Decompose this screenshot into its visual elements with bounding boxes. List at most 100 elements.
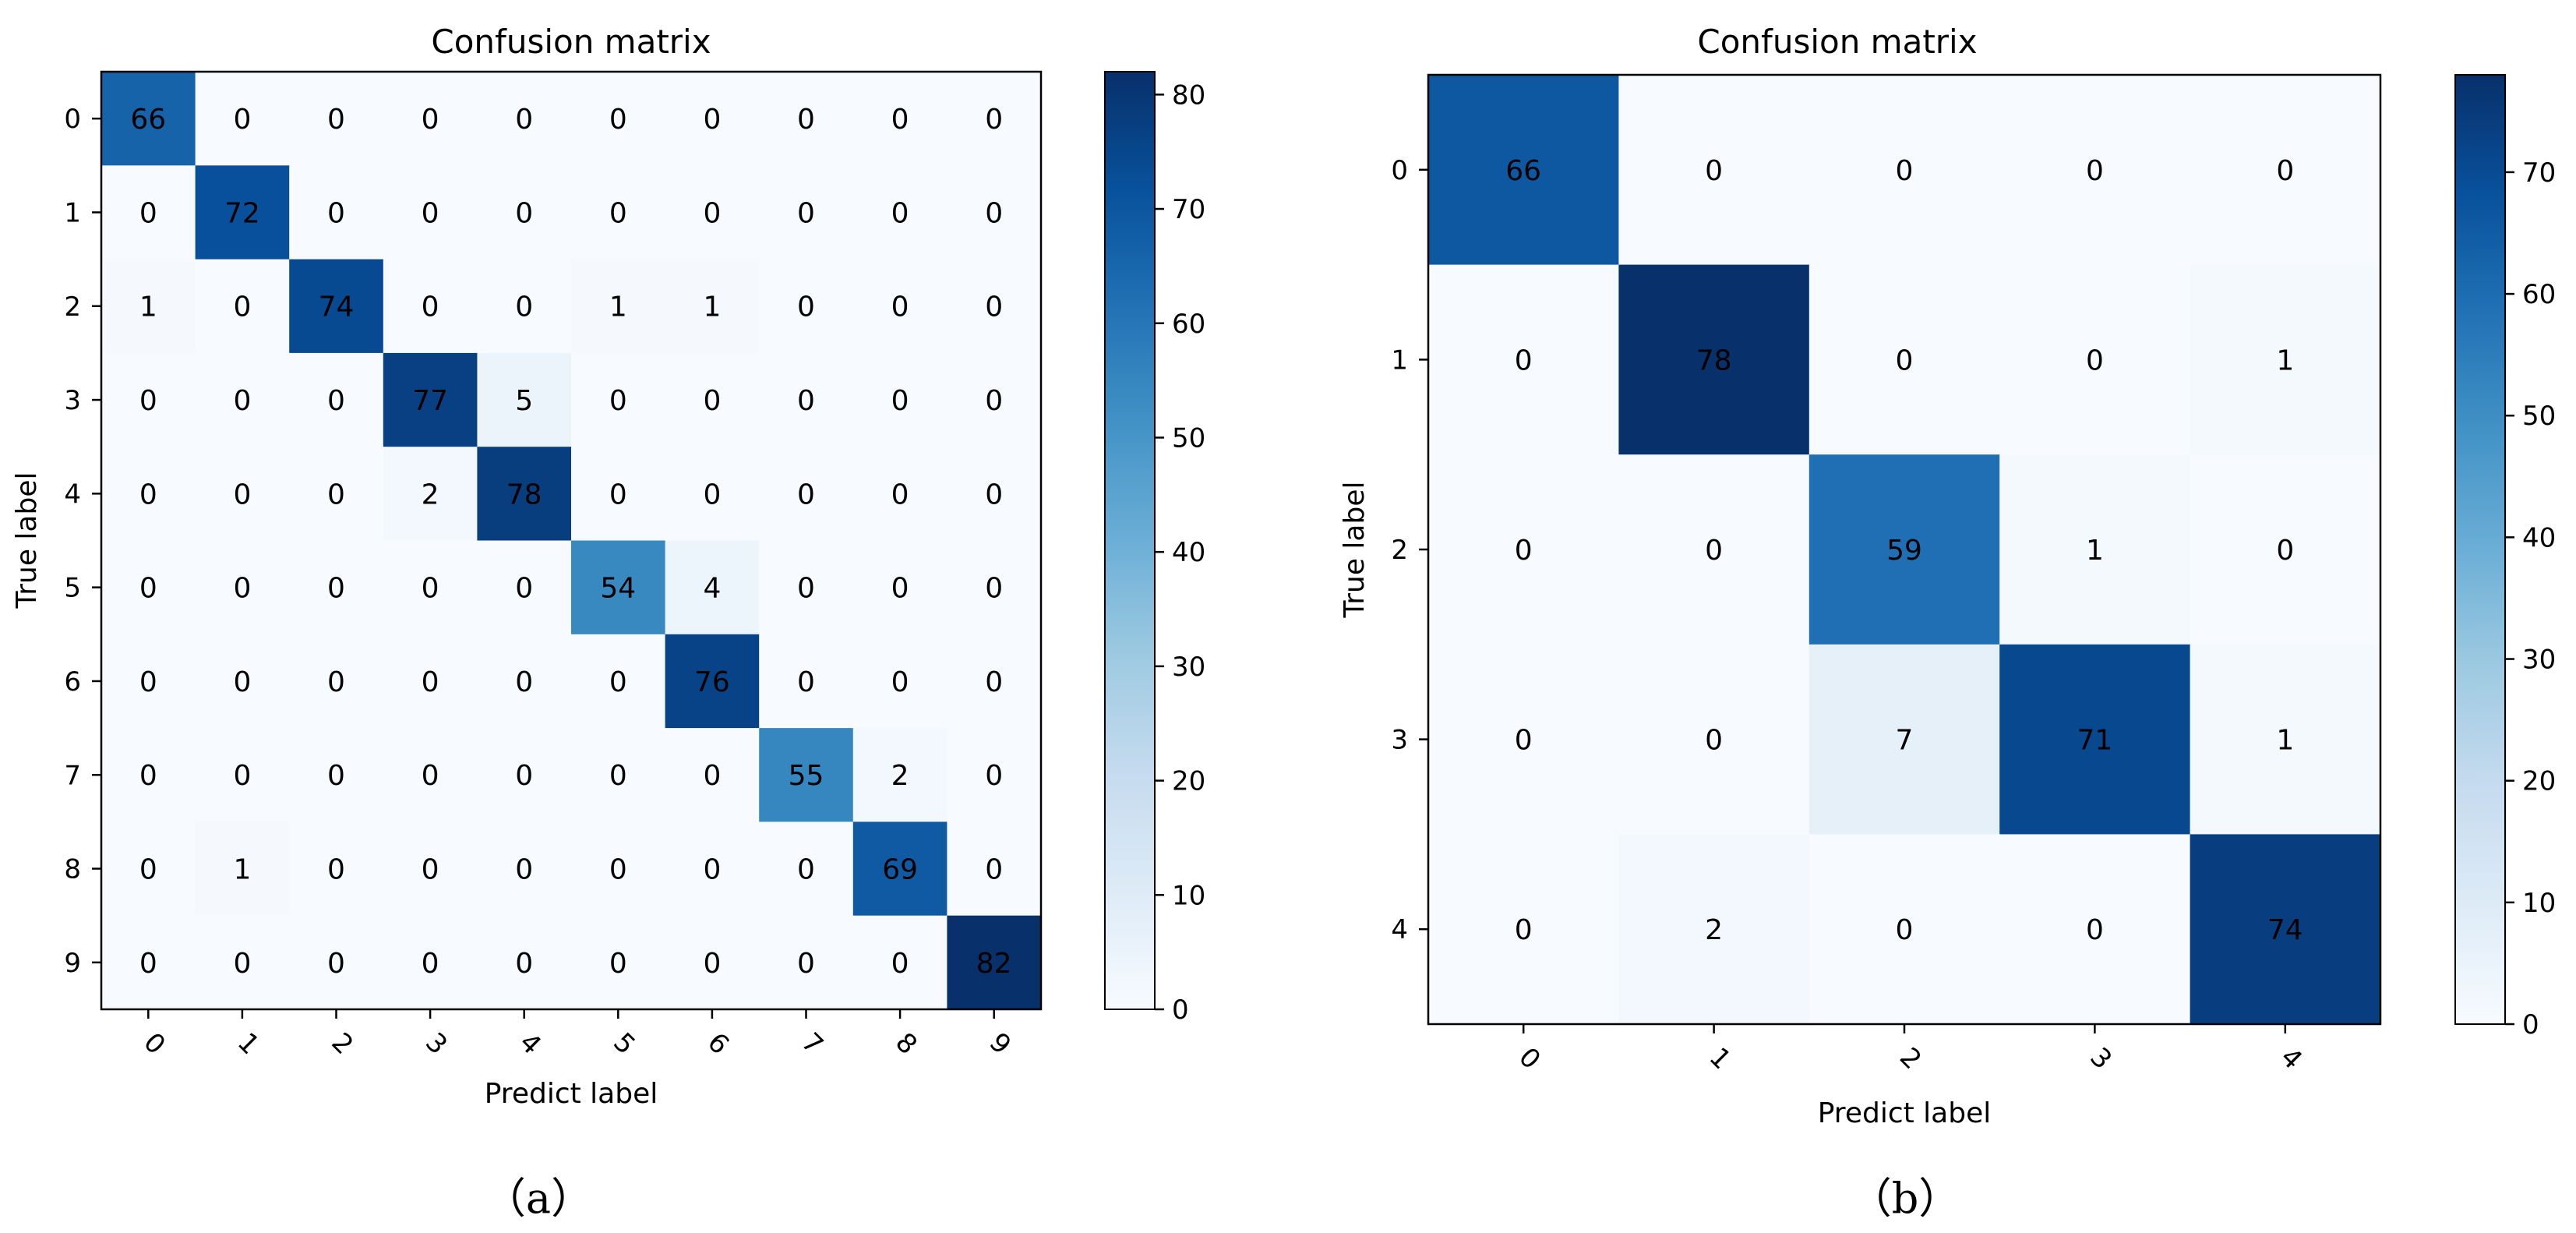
cell-value-r3-c1: 0 xyxy=(1705,725,1723,757)
colorbar-ticks-a: 0 10 20 30 40 50 60 70 80 xyxy=(1155,79,1205,1026)
cell-r3-c1 xyxy=(195,352,290,447)
y-tick-label-0: 0 xyxy=(64,104,81,135)
cell-r9-c7 xyxy=(759,915,854,1010)
cell-r8-c6 xyxy=(665,821,760,917)
cell-value-r2-c4: 0 xyxy=(2276,535,2294,567)
cell-r1-c1 xyxy=(195,165,290,260)
cell-r4-c3 xyxy=(383,447,478,541)
cell-r2-c4 xyxy=(477,259,572,354)
cell-r1-c3 xyxy=(383,165,478,260)
cell-r4-c8 xyxy=(852,447,947,541)
cell-r4-c0 xyxy=(101,447,196,541)
cell-r1-c9 xyxy=(947,165,1042,260)
cell-value-r6-c9: 0 xyxy=(985,666,1003,698)
cell-value-r5-c4: 0 xyxy=(515,573,533,605)
cell-value-r1-c1: 78 xyxy=(1696,344,1732,376)
y-tick-label-2: 2 xyxy=(1391,535,1408,566)
cell-value-r5-c1: 0 xyxy=(233,573,251,605)
cell-r4-c7 xyxy=(759,447,854,541)
cell-r0-c2 xyxy=(289,72,384,166)
y-axis-label-b: True label xyxy=(1339,482,1371,619)
cell-r3-c3 xyxy=(1999,644,2191,835)
cell-value-r1-c4: 1 xyxy=(2276,344,2294,376)
cell-r0-c0 xyxy=(101,72,196,166)
cell-r7-c2 xyxy=(289,728,384,822)
cell-r6-c2 xyxy=(289,634,384,729)
cell-r7-c3 xyxy=(383,728,478,822)
cell-value-r2-c6: 1 xyxy=(703,291,721,323)
cell-value-r4-c2: 0 xyxy=(327,479,345,511)
cell-value-r5-c8: 0 xyxy=(891,573,909,605)
cell-r0-c1 xyxy=(1618,75,1810,266)
cell-value-r2-c7: 0 xyxy=(797,291,815,323)
cell-r8-c1 xyxy=(195,821,290,917)
cell-value-r2-c8: 0 xyxy=(891,291,909,323)
cell-r4-c6 xyxy=(665,447,760,541)
cell-value-r8-c2: 0 xyxy=(327,854,345,886)
x-tick-label-9: 9 xyxy=(983,1026,1018,1061)
cell-value-r4-c4: 78 xyxy=(506,479,542,511)
cell-r3-c2 xyxy=(289,352,384,447)
colorbar-tick-label-6: 60 xyxy=(2522,279,2556,310)
cell-r1-c2 xyxy=(289,165,384,260)
cell-r8-c7 xyxy=(759,821,854,917)
cell-value-r7-c0: 0 xyxy=(139,760,157,792)
cell-r7-c7 xyxy=(759,728,854,822)
cell-value-r3-c4: 1 xyxy=(2276,725,2294,757)
cell-r4-c1 xyxy=(195,447,290,541)
chart-title-b: Confusion matrix xyxy=(1697,23,1977,61)
cell-value-r9-c2: 0 xyxy=(327,948,345,980)
x-tick-label-3: 3 xyxy=(419,1026,453,1061)
cell-r3-c4 xyxy=(477,352,572,447)
cell-r6-c1 xyxy=(195,634,290,729)
cell-r6-c3 xyxy=(383,634,478,729)
cell-value-r0-c7: 0 xyxy=(797,104,815,136)
x-tick-label-0: 0 xyxy=(137,1026,171,1061)
cell-r3-c8 xyxy=(852,352,947,447)
cell-r8-c5 xyxy=(571,821,666,917)
cell-r0-c4 xyxy=(2190,75,2381,266)
cell-r5-c3 xyxy=(383,540,478,635)
cell-r2-c6 xyxy=(665,259,760,354)
x-tick-label-4: 4 xyxy=(2274,1041,2309,1076)
cell-r3-c9 xyxy=(947,352,1042,447)
cell-value-r7-c7: 55 xyxy=(789,760,824,792)
cell-value-r1-c5: 0 xyxy=(609,197,627,229)
cell-value-r3-c8: 0 xyxy=(891,385,909,417)
cell-r6-c0 xyxy=(101,634,196,729)
y-tick-label-3: 3 xyxy=(1391,725,1408,756)
x-tick-label-4: 4 xyxy=(513,1026,548,1061)
y-tick-label-9: 9 xyxy=(64,948,81,979)
cell-value-r4-c8: 0 xyxy=(891,479,909,511)
cell-r3-c0 xyxy=(1428,644,1619,835)
cell-r5-c1 xyxy=(195,540,290,635)
cell-value-r3-c1: 0 xyxy=(233,385,251,417)
x-tick-label-0: 0 xyxy=(1512,1041,1547,1076)
cell-r7-c5 xyxy=(571,728,666,822)
cell-r3-c7 xyxy=(759,352,854,447)
y-tick-label-5: 5 xyxy=(64,573,81,604)
panel-caption-a: （a） xyxy=(484,1174,593,1223)
cell-value-r3-c3: 71 xyxy=(2077,725,2112,757)
cell-r9-c1 xyxy=(195,915,290,1010)
cell-r5-c2 xyxy=(289,540,384,635)
cell-value-r6-c7: 0 xyxy=(797,666,815,698)
cell-value-r1-c8: 0 xyxy=(891,197,909,229)
cell-r9-c6 xyxy=(665,915,760,1010)
x-tick-label-2: 2 xyxy=(1893,1041,1928,1076)
cell-value-r2-c2: 59 xyxy=(1886,535,1922,567)
cell-value-r9-c8: 0 xyxy=(891,948,909,980)
cell-r3-c3 xyxy=(383,352,478,447)
cell-value-r6-c0: 0 xyxy=(139,666,157,698)
cell-r7-c8 xyxy=(852,728,947,822)
confusion-matrix-a: Confusion matrix 66 0 0 0 0 0 0 0 0 00 72 0 0 0 0 0 0 0 01… xyxy=(11,23,1205,1223)
cell-r2-c7 xyxy=(759,259,854,354)
cell-value-r2-c3: 1 xyxy=(2086,535,2104,567)
cell-value-r4-c9: 0 xyxy=(985,479,1003,511)
cell-r2-c8 xyxy=(852,259,947,354)
cell-r8-c0 xyxy=(101,821,196,917)
cell-r6-c7 xyxy=(759,634,854,729)
cell-value-r1-c9: 0 xyxy=(985,197,1003,229)
cell-r6-c5 xyxy=(571,634,666,729)
panel-caption-b: （b） xyxy=(1850,1174,1961,1223)
